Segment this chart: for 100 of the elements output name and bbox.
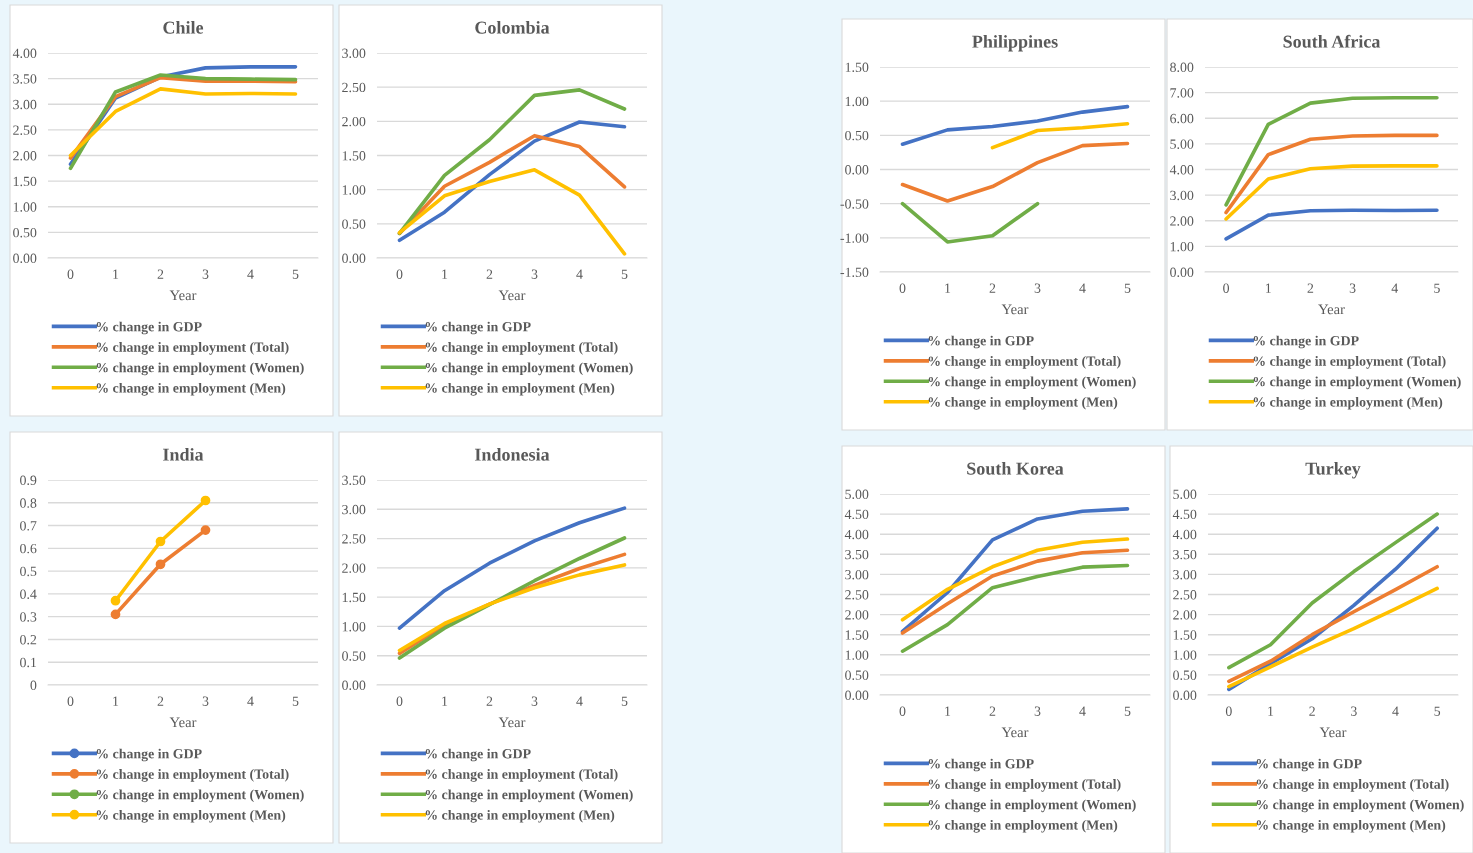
x-tick-label: 2 — [486, 696, 493, 706]
y-tick-label: 0.50 — [845, 130, 869, 141]
line-series — [900, 548, 1130, 635]
y-tick-label: 4.50 — [1172, 509, 1197, 520]
legend-label: % change in employment (Total) — [96, 769, 289, 782]
y-tick-label: 0.00 — [342, 253, 366, 264]
y-tick-label: 0.8 — [20, 498, 37, 508]
chart-title: Chile — [163, 21, 204, 34]
x-tick-label: 1 — [945, 706, 951, 716]
legend-label: % change in employment (Men) — [425, 382, 615, 396]
y-tick-label: 4.50 — [844, 509, 869, 520]
point — [155, 559, 166, 570]
y-tick-label: 0.9 — [20, 475, 37, 486]
line-series — [68, 87, 298, 158]
y-tick-label: 1.00 — [845, 650, 869, 660]
y-tick-label: 3.00 — [13, 99, 37, 110]
y-tick-label: 5.00 — [1173, 489, 1197, 500]
y-tick-label: 1.00 — [342, 185, 366, 195]
line-series — [1224, 95, 1439, 207]
x-tick-label: 0 — [396, 269, 403, 279]
legend-label: % change in employment (Total) — [928, 356, 1121, 369]
legend-label: % change in employment (Women) — [1253, 376, 1461, 390]
chart-title: Colombia — [475, 21, 550, 34]
y-tick-label: 0.6 — [20, 543, 37, 554]
legend-label: % change in employment (Men) — [96, 809, 286, 823]
y-tick-label: 3.00 — [1173, 569, 1197, 580]
point — [110, 609, 121, 620]
y-tick-label: 0.50 — [342, 219, 366, 229]
y-tick-label: 3.50 — [845, 549, 869, 560]
x-tick-label: 2 — [157, 696, 164, 706]
point — [155, 536, 166, 547]
y-tick-label: 2.50 — [13, 125, 37, 135]
x-tick-label: 5 — [621, 269, 628, 279]
x-tick-label: 1 — [1268, 706, 1274, 716]
x-tick-label: 4 — [247, 696, 254, 706]
y-tick-label: 1.00 — [845, 96, 869, 107]
line-series — [1227, 512, 1439, 670]
y-tick-label: 0.00 — [1170, 267, 1194, 278]
legend-label: % change in employment (Total) — [425, 769, 618, 782]
y-tick-label: 0.00 — [1173, 690, 1197, 701]
x-tick-label: 1 — [113, 269, 119, 279]
legend-label: % change in employment (Total) — [1253, 356, 1446, 369]
y-tick-label: 3.50 — [1173, 549, 1197, 560]
x-axis-title: Year — [1001, 727, 1029, 738]
y-tick-label: 3.50 — [342, 475, 366, 486]
y-tick-label: 3.00 — [342, 48, 366, 59]
legend-label: % change in employment (Men) — [425, 809, 615, 823]
y-tick-label: 1.50 — [1173, 630, 1197, 640]
y-tick-label: -0.50 — [840, 199, 869, 209]
line-series — [900, 104, 1130, 147]
y-tick-label: 2.50 — [845, 590, 869, 600]
line-series — [900, 141, 1130, 203]
legend-label: % change in employment (Men) — [928, 819, 1118, 833]
x-tick-label: 3 — [202, 696, 209, 706]
y-tick-label: 0.7 — [20, 521, 37, 531]
x-tick-label: 0 — [1223, 283, 1230, 293]
y-tick-label: 8.00 — [1170, 62, 1194, 73]
legend-label: % change in GDP — [96, 748, 202, 762]
chart-title: Indonesia — [474, 448, 550, 461]
legend-label: % change in employment (Women) — [96, 789, 304, 803]
y-tick-label: 4.00 — [1169, 165, 1194, 175]
legend-label: % change in employment (Women) — [96, 362, 304, 376]
x-tick-label: 5 — [621, 696, 628, 706]
y-tick-label: 0.3 — [20, 612, 37, 622]
y-tick-label: 2.50 — [1173, 590, 1197, 600]
legend-label: % change in employment (Total) — [1256, 779, 1449, 792]
x-tick-label: 3 — [1034, 283, 1041, 293]
legend-label: % change in employment (Women) — [1256, 799, 1464, 813]
x-tick-label: 4 — [1391, 283, 1399, 293]
y-tick-label: 2.50 — [342, 534, 366, 544]
legend-label: % change in employment (Women) — [928, 376, 1136, 390]
y-tick-label: -1.50 — [840, 267, 869, 278]
y-tick-label: 4.00 — [1172, 529, 1197, 540]
legend-label: % change in employment (Men) — [928, 396, 1118, 410]
y-tick-label: 1.50 — [342, 151, 366, 161]
x-tick-label: 0 — [1225, 706, 1232, 716]
x-axis-title: Year — [169, 290, 197, 301]
legend-label: % change in employment (Women) — [425, 789, 633, 803]
x-tick-label: 2 — [486, 269, 493, 279]
line-series — [397, 168, 627, 256]
x-axis-title: Year — [169, 717, 197, 728]
legend-label: % change in GDP — [96, 321, 202, 335]
legend-label: % change in GDP — [1256, 758, 1362, 772]
point — [200, 525, 211, 535]
legend-label: % change in employment (Total) — [425, 342, 618, 355]
line-series — [1224, 164, 1439, 221]
y-tick-label: 2.00 — [342, 116, 366, 127]
point — [110, 595, 121, 606]
x-tick-label: 1 — [945, 283, 951, 293]
x-tick-label: 3 — [531, 269, 538, 279]
x-tick-label: 5 — [1434, 706, 1441, 716]
line-series — [397, 506, 627, 630]
y-tick-label: 0.4 — [20, 589, 37, 599]
chart-title: South Korea — [967, 462, 1064, 475]
legend-label: % change in employment (Women) — [425, 362, 633, 376]
chart-title: Turkey — [1305, 462, 1361, 479]
x-tick-label: 2 — [989, 283, 996, 293]
y-tick-label: 0.00 — [342, 680, 366, 691]
line-series — [990, 121, 1130, 150]
y-tick-label: 3.00 — [845, 569, 869, 580]
